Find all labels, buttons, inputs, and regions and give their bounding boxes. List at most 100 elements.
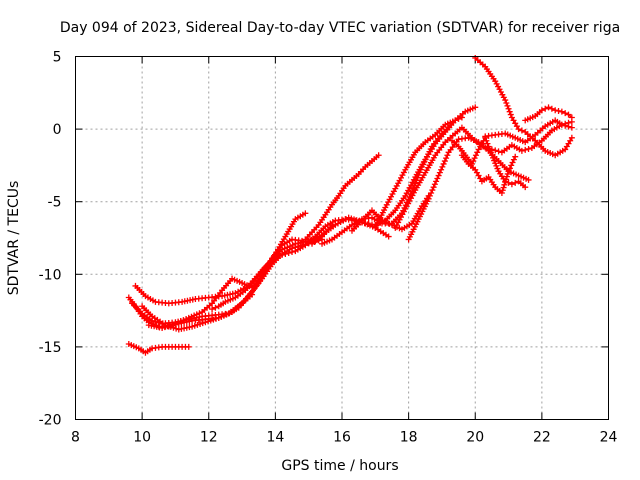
y-tick-label: -20 — [39, 413, 62, 429]
chart-title: Day 094 of 2023, Sidereal Day-to-day VTE… — [60, 20, 620, 36]
data-point — [552, 107, 559, 114]
data-point — [207, 317, 214, 324]
x-tick-label: 20 — [466, 430, 484, 446]
data-point — [488, 152, 495, 159]
data-point — [491, 157, 498, 164]
data-point — [164, 323, 171, 330]
data-point — [194, 321, 201, 328]
data-point — [438, 166, 445, 173]
data-point — [562, 110, 569, 117]
data-point — [185, 314, 192, 321]
data-point — [272, 253, 279, 260]
data-point — [193, 311, 200, 318]
data-point — [458, 114, 465, 121]
x-axis-label: GPS time / hours — [281, 458, 398, 474]
data-point — [425, 195, 432, 202]
data-point — [542, 105, 549, 112]
data-point — [522, 184, 529, 191]
data-point — [509, 159, 516, 166]
data-point — [161, 324, 168, 331]
x-tick-label: 16 — [333, 430, 351, 446]
data-point — [495, 148, 502, 155]
data-point — [440, 160, 447, 167]
data-point — [565, 123, 572, 130]
data-point — [494, 165, 501, 172]
data-point — [433, 178, 440, 185]
data-point — [431, 181, 438, 188]
data-point — [177, 318, 184, 325]
data-point — [503, 173, 510, 180]
data-point — [416, 169, 423, 176]
data-point — [568, 124, 575, 131]
data-point — [173, 325, 180, 332]
data-point — [565, 111, 572, 118]
data-point — [518, 147, 525, 154]
series-track-18 — [522, 104, 575, 124]
data-point — [169, 321, 176, 328]
data-point — [506, 165, 513, 172]
x-tick-label: 8 — [71, 430, 80, 446]
data-point — [506, 108, 513, 115]
y-tick-label: 0 — [53, 122, 62, 138]
y-tick-label: 5 — [53, 50, 62, 66]
data-point — [213, 315, 220, 322]
data-point — [226, 310, 233, 317]
data-point — [493, 162, 500, 169]
x-tick-label: 14 — [266, 430, 284, 446]
data-point — [167, 322, 174, 329]
series-track-14 — [448, 134, 529, 191]
x-tick-label: 24 — [600, 430, 618, 446]
data-point — [441, 158, 448, 165]
x-tick-label: 22 — [533, 430, 551, 446]
data-point — [185, 343, 192, 350]
series-track-16 — [472, 54, 575, 159]
data-point — [415, 172, 422, 179]
data-point — [429, 187, 436, 194]
data-point — [490, 154, 497, 161]
data-point — [375, 152, 382, 159]
data-point — [486, 146, 493, 153]
series-track-13 — [405, 134, 532, 243]
data-point — [289, 249, 296, 256]
series-track-5 — [139, 210, 309, 333]
data-point — [510, 156, 517, 163]
data-point — [503, 99, 510, 106]
data-point — [159, 325, 166, 332]
data-point — [285, 250, 292, 257]
data-point — [525, 145, 532, 152]
data-point — [289, 241, 296, 248]
data-point — [500, 184, 507, 191]
data-point — [215, 314, 222, 321]
data-point — [548, 105, 555, 112]
y-tick-label: -5 — [48, 195, 62, 211]
series-line — [141, 212, 306, 331]
tick-labels: 8 10 12 14 16 18 20 22 24 -20 -15 -10 -5 0 5 — [39, 50, 618, 446]
data-point — [434, 175, 441, 182]
data-point — [443, 155, 450, 162]
data-point — [504, 102, 511, 109]
data-point — [172, 320, 179, 327]
data-point — [426, 192, 433, 199]
plot-frame — [75, 56, 609, 420]
data-point — [492, 160, 499, 167]
data-point — [472, 152, 479, 159]
data-point — [505, 179, 512, 186]
series-line — [407, 137, 529, 240]
data-point — [503, 176, 510, 183]
data-point — [436, 169, 443, 176]
data-point — [474, 149, 481, 156]
data-point — [562, 122, 569, 129]
data-point — [504, 170, 511, 177]
data-point — [275, 252, 282, 259]
data-point — [505, 105, 512, 112]
data-point — [210, 316, 217, 323]
data-point — [484, 140, 491, 147]
data-point — [508, 162, 515, 169]
series-track-17 — [482, 117, 575, 146]
data-point — [555, 107, 562, 114]
data-point — [505, 168, 512, 175]
data-point — [568, 134, 575, 141]
data-point — [302, 210, 309, 217]
data-point — [558, 108, 565, 115]
data-point — [492, 147, 499, 154]
